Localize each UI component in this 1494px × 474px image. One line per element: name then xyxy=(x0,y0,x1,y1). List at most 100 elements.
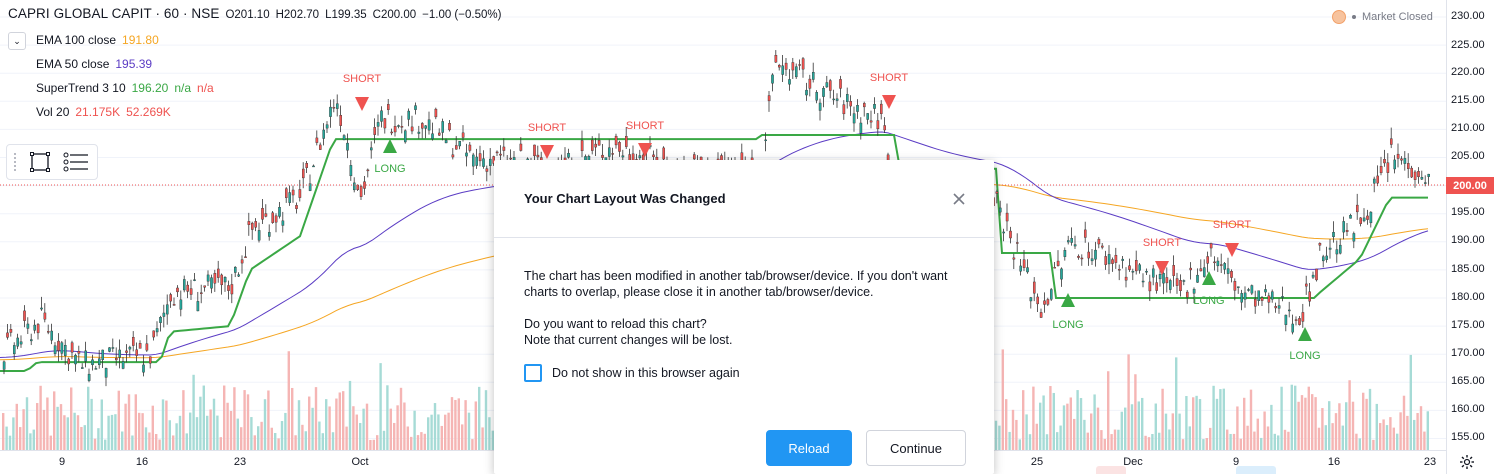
candle xyxy=(325,121,329,134)
gear-icon[interactable] xyxy=(1458,453,1476,471)
candle xyxy=(298,179,302,202)
volume-bar xyxy=(178,415,182,450)
volume-bar xyxy=(457,398,460,450)
volume-bar xyxy=(348,380,352,450)
candle xyxy=(1172,255,1175,287)
volume-bar xyxy=(76,415,80,450)
close-icon[interactable] xyxy=(952,192,966,206)
indicator-row[interactable]: Vol 20 21.175K 52.269K xyxy=(8,100,501,124)
volume-bar xyxy=(267,390,270,450)
market-status[interactable]: Market Closed xyxy=(1332,10,1433,24)
candle xyxy=(1005,203,1009,232)
short-signal-label: SHORT xyxy=(527,122,567,134)
candle xyxy=(784,58,788,77)
buy-chip[interactable] xyxy=(1236,466,1276,474)
candle xyxy=(196,291,200,312)
symbol-title[interactable]: CAPRI GLOBAL CAPIT · 60 · NSE xyxy=(8,6,220,21)
candle xyxy=(835,93,839,108)
volume-bar xyxy=(1069,397,1072,450)
candle xyxy=(1230,269,1233,283)
candle xyxy=(808,74,812,97)
do-not-show-row[interactable]: Do not show in this browser again xyxy=(524,364,964,382)
volume-bar xyxy=(202,385,205,450)
indicator-row[interactable]: SuperTrend 3 10 196.20 n/a n/a xyxy=(8,76,501,100)
volume-bar xyxy=(280,421,284,450)
candle xyxy=(1060,267,1063,287)
candle xyxy=(1257,290,1260,306)
candle xyxy=(1145,268,1148,275)
candle xyxy=(346,133,349,159)
candle xyxy=(461,125,465,142)
candle xyxy=(1039,308,1043,319)
volume-bar xyxy=(1243,397,1246,450)
rectangle-tool-icon[interactable] xyxy=(27,149,53,175)
candle xyxy=(182,275,186,293)
candle xyxy=(240,255,244,274)
volume-bar xyxy=(1018,439,1021,450)
volume-bar xyxy=(1035,423,1038,450)
candle xyxy=(278,202,281,219)
candle xyxy=(1372,176,1376,193)
dialog-header: Your Chart Layout Was Changed xyxy=(494,160,994,238)
candle xyxy=(1236,286,1240,294)
candle xyxy=(237,272,241,278)
short-arrow-icon xyxy=(638,143,652,157)
volume-bar xyxy=(427,417,430,450)
continue-button[interactable]: Continue xyxy=(866,430,966,466)
candle xyxy=(370,141,373,159)
reload-button[interactable]: Reload xyxy=(766,430,852,466)
volume-bar xyxy=(331,432,335,450)
candle xyxy=(852,106,856,132)
volume-bar xyxy=(56,406,59,450)
volume-bar xyxy=(185,433,188,450)
volume-bar xyxy=(229,410,233,450)
sell-chip[interactable] xyxy=(1096,466,1126,474)
volume-bar xyxy=(138,412,141,450)
candle xyxy=(795,63,798,79)
candle xyxy=(206,270,210,287)
volume-bar xyxy=(117,390,120,450)
candle xyxy=(1070,227,1073,246)
do-not-show-checkbox[interactable] xyxy=(524,364,542,382)
candle xyxy=(849,95,852,116)
drag-handle-icon[interactable] xyxy=(13,152,17,172)
price-tick-label: 180.00 xyxy=(1451,291,1485,303)
chevron-down-icon[interactable]: ⌄ xyxy=(8,32,26,50)
volume-bar xyxy=(1093,394,1096,450)
volume-bar xyxy=(1052,392,1055,450)
volume-bar xyxy=(1141,397,1144,450)
candle xyxy=(247,212,251,236)
candle xyxy=(1386,153,1390,183)
volume-bar xyxy=(464,400,467,450)
volume-bar xyxy=(382,430,386,450)
indicator-row[interactable]: EMA 50 close 195.39 xyxy=(8,52,501,76)
volume-bar xyxy=(1311,394,1314,450)
candle xyxy=(33,319,36,334)
volume-bar xyxy=(263,399,267,450)
candle xyxy=(1410,165,1413,178)
candle xyxy=(519,137,523,152)
volume-bar xyxy=(104,439,107,450)
candle xyxy=(397,124,400,129)
volume-bar xyxy=(1253,431,1256,450)
candle xyxy=(1107,245,1111,275)
price-tick-label: 195.00 xyxy=(1451,206,1485,218)
do-not-show-label[interactable]: Do not show in this browser again xyxy=(552,366,740,380)
candle xyxy=(1036,293,1039,313)
volume-bar xyxy=(481,427,484,450)
volume-bar xyxy=(1317,427,1321,450)
price-tick-label: 155.00 xyxy=(1451,431,1485,443)
volume-bar xyxy=(2,413,5,450)
indicator-row[interactable]: ⌄ EMA 100 close 191.80 xyxy=(8,28,501,52)
indicator-value: 191.80 xyxy=(122,33,159,47)
candle xyxy=(1189,262,1192,280)
volume-bar xyxy=(304,431,307,450)
volume-bar xyxy=(1158,432,1161,450)
volume-bar xyxy=(90,398,93,450)
candle xyxy=(1250,284,1254,296)
price-axis[interactable]: 230.00 225.00 220.00 215.00 210.00 205.00 200.… xyxy=(1446,0,1494,474)
candle xyxy=(580,130,584,158)
object-tree-icon[interactable] xyxy=(63,149,89,175)
volume-bar xyxy=(93,438,97,450)
volume-bar xyxy=(131,435,134,450)
